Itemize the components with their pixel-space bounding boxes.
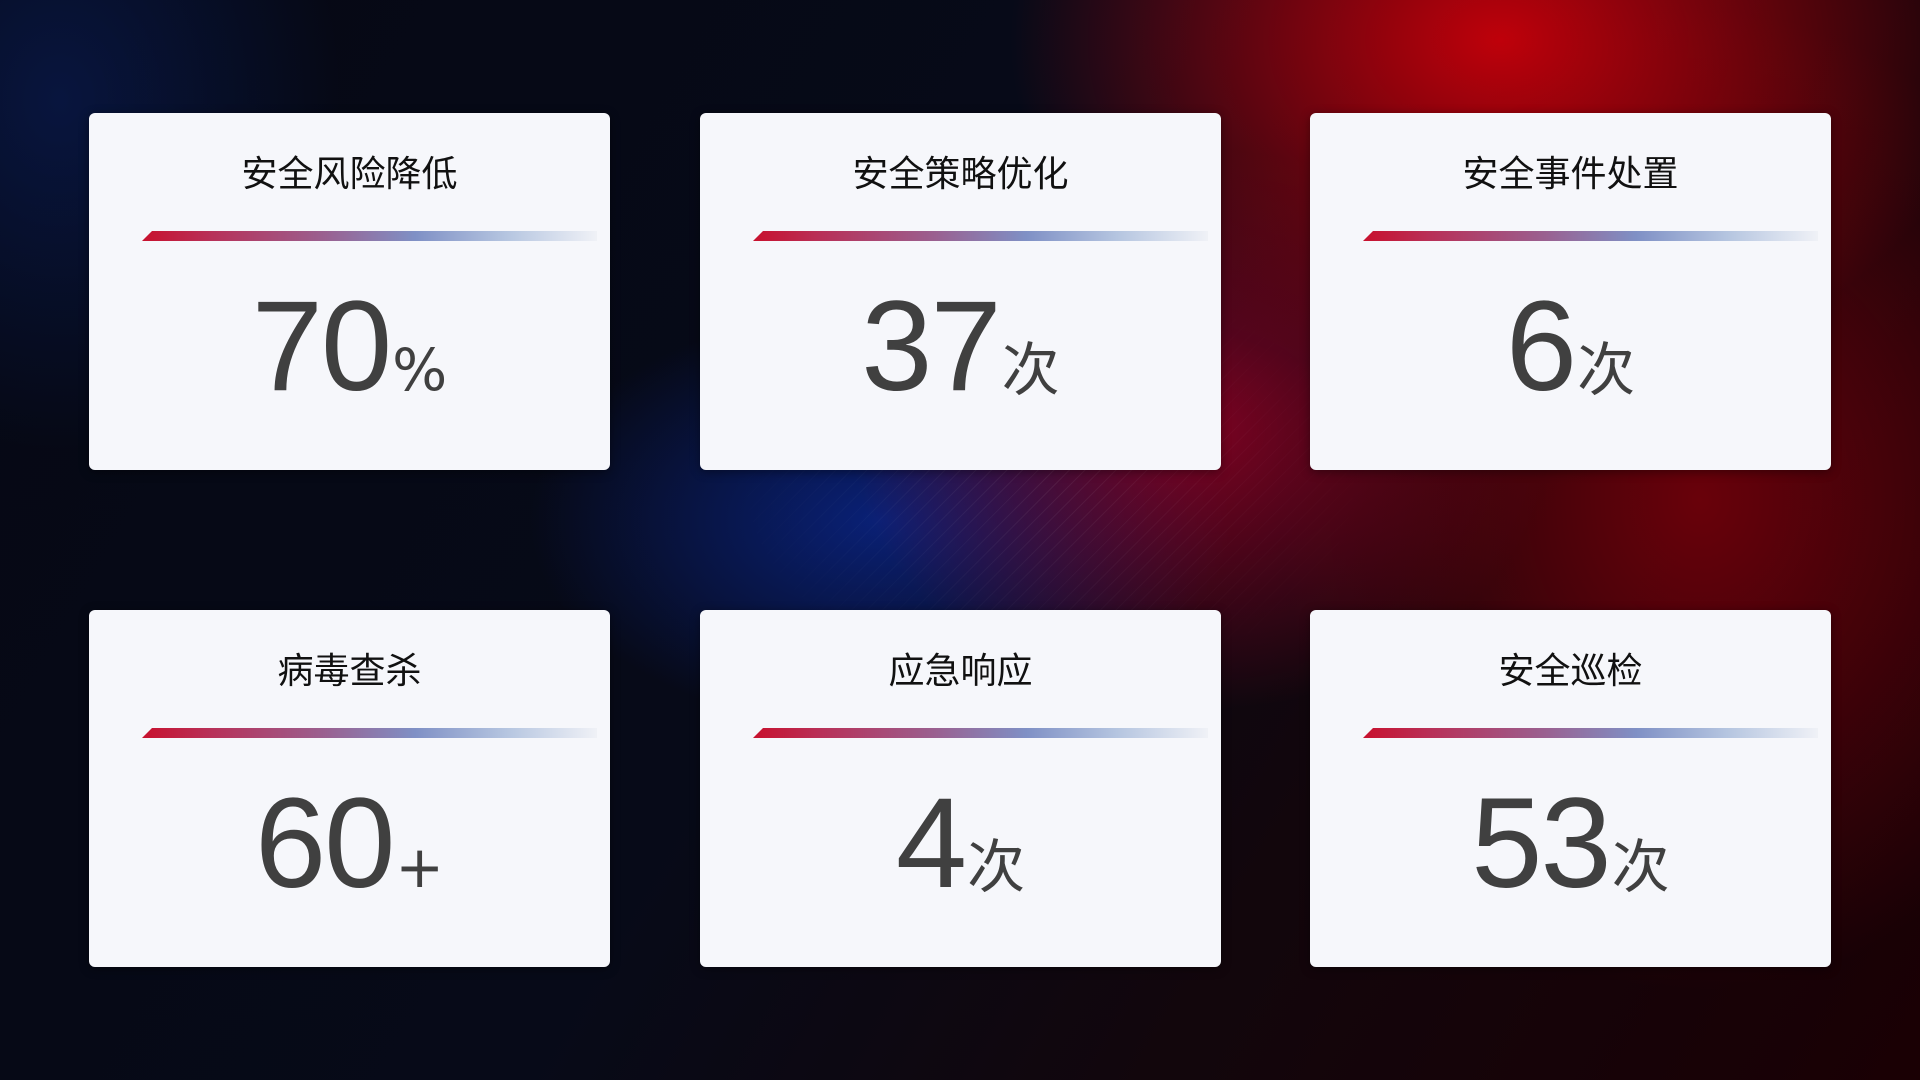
- value-number: 53: [1471, 772, 1611, 915]
- card-value: 53次: [1310, 770, 1831, 917]
- stat-card-virus-removal: 病毒查杀 60+: [89, 610, 610, 967]
- card-value: 37次: [700, 273, 1221, 420]
- card-value: 4次: [700, 770, 1221, 917]
- value-number: 60: [255, 772, 395, 915]
- card-value: 60+: [89, 770, 610, 917]
- stat-card-security-inspection: 安全巡检 53次: [1310, 610, 1831, 967]
- card-title: 应急响应: [888, 651, 1033, 692]
- value-unit: %: [392, 336, 448, 404]
- stat-card-policy-optimization: 安全策略优化 37次: [700, 113, 1221, 470]
- value-number: 37: [861, 275, 1001, 418]
- value-unit: +: [395, 833, 444, 901]
- stat-card-emergency-response: 应急响应 4次: [700, 610, 1221, 967]
- value-unit: 次: [1001, 336, 1060, 404]
- stat-card-risk-reduction: 安全风险降低 70%: [89, 113, 610, 470]
- value-number: 70: [251, 275, 392, 418]
- card-title: 安全巡检: [1498, 651, 1643, 692]
- card-title: 安全风险降低: [241, 154, 458, 195]
- value-unit: 次: [1577, 336, 1636, 404]
- card-value: 70%: [89, 273, 610, 420]
- value-number: 4: [895, 772, 967, 915]
- card-divider: [1363, 231, 1818, 241]
- value-number: 6: [1505, 275, 1577, 418]
- card-divider: [142, 231, 597, 241]
- stat-card-incident-handling: 安全事件处置 6次: [1310, 113, 1831, 470]
- value-unit: 次: [1611, 833, 1670, 901]
- card-value: 6次: [1310, 273, 1831, 420]
- card-divider: [1363, 728, 1818, 738]
- card-divider: [142, 728, 597, 738]
- card-divider: [753, 231, 1208, 241]
- card-title: 安全事件处置: [1462, 154, 1679, 195]
- card-title: 安全策略优化: [852, 154, 1069, 195]
- card-title: 病毒查杀: [277, 651, 422, 692]
- card-divider: [753, 728, 1208, 738]
- value-unit: 次: [967, 833, 1026, 901]
